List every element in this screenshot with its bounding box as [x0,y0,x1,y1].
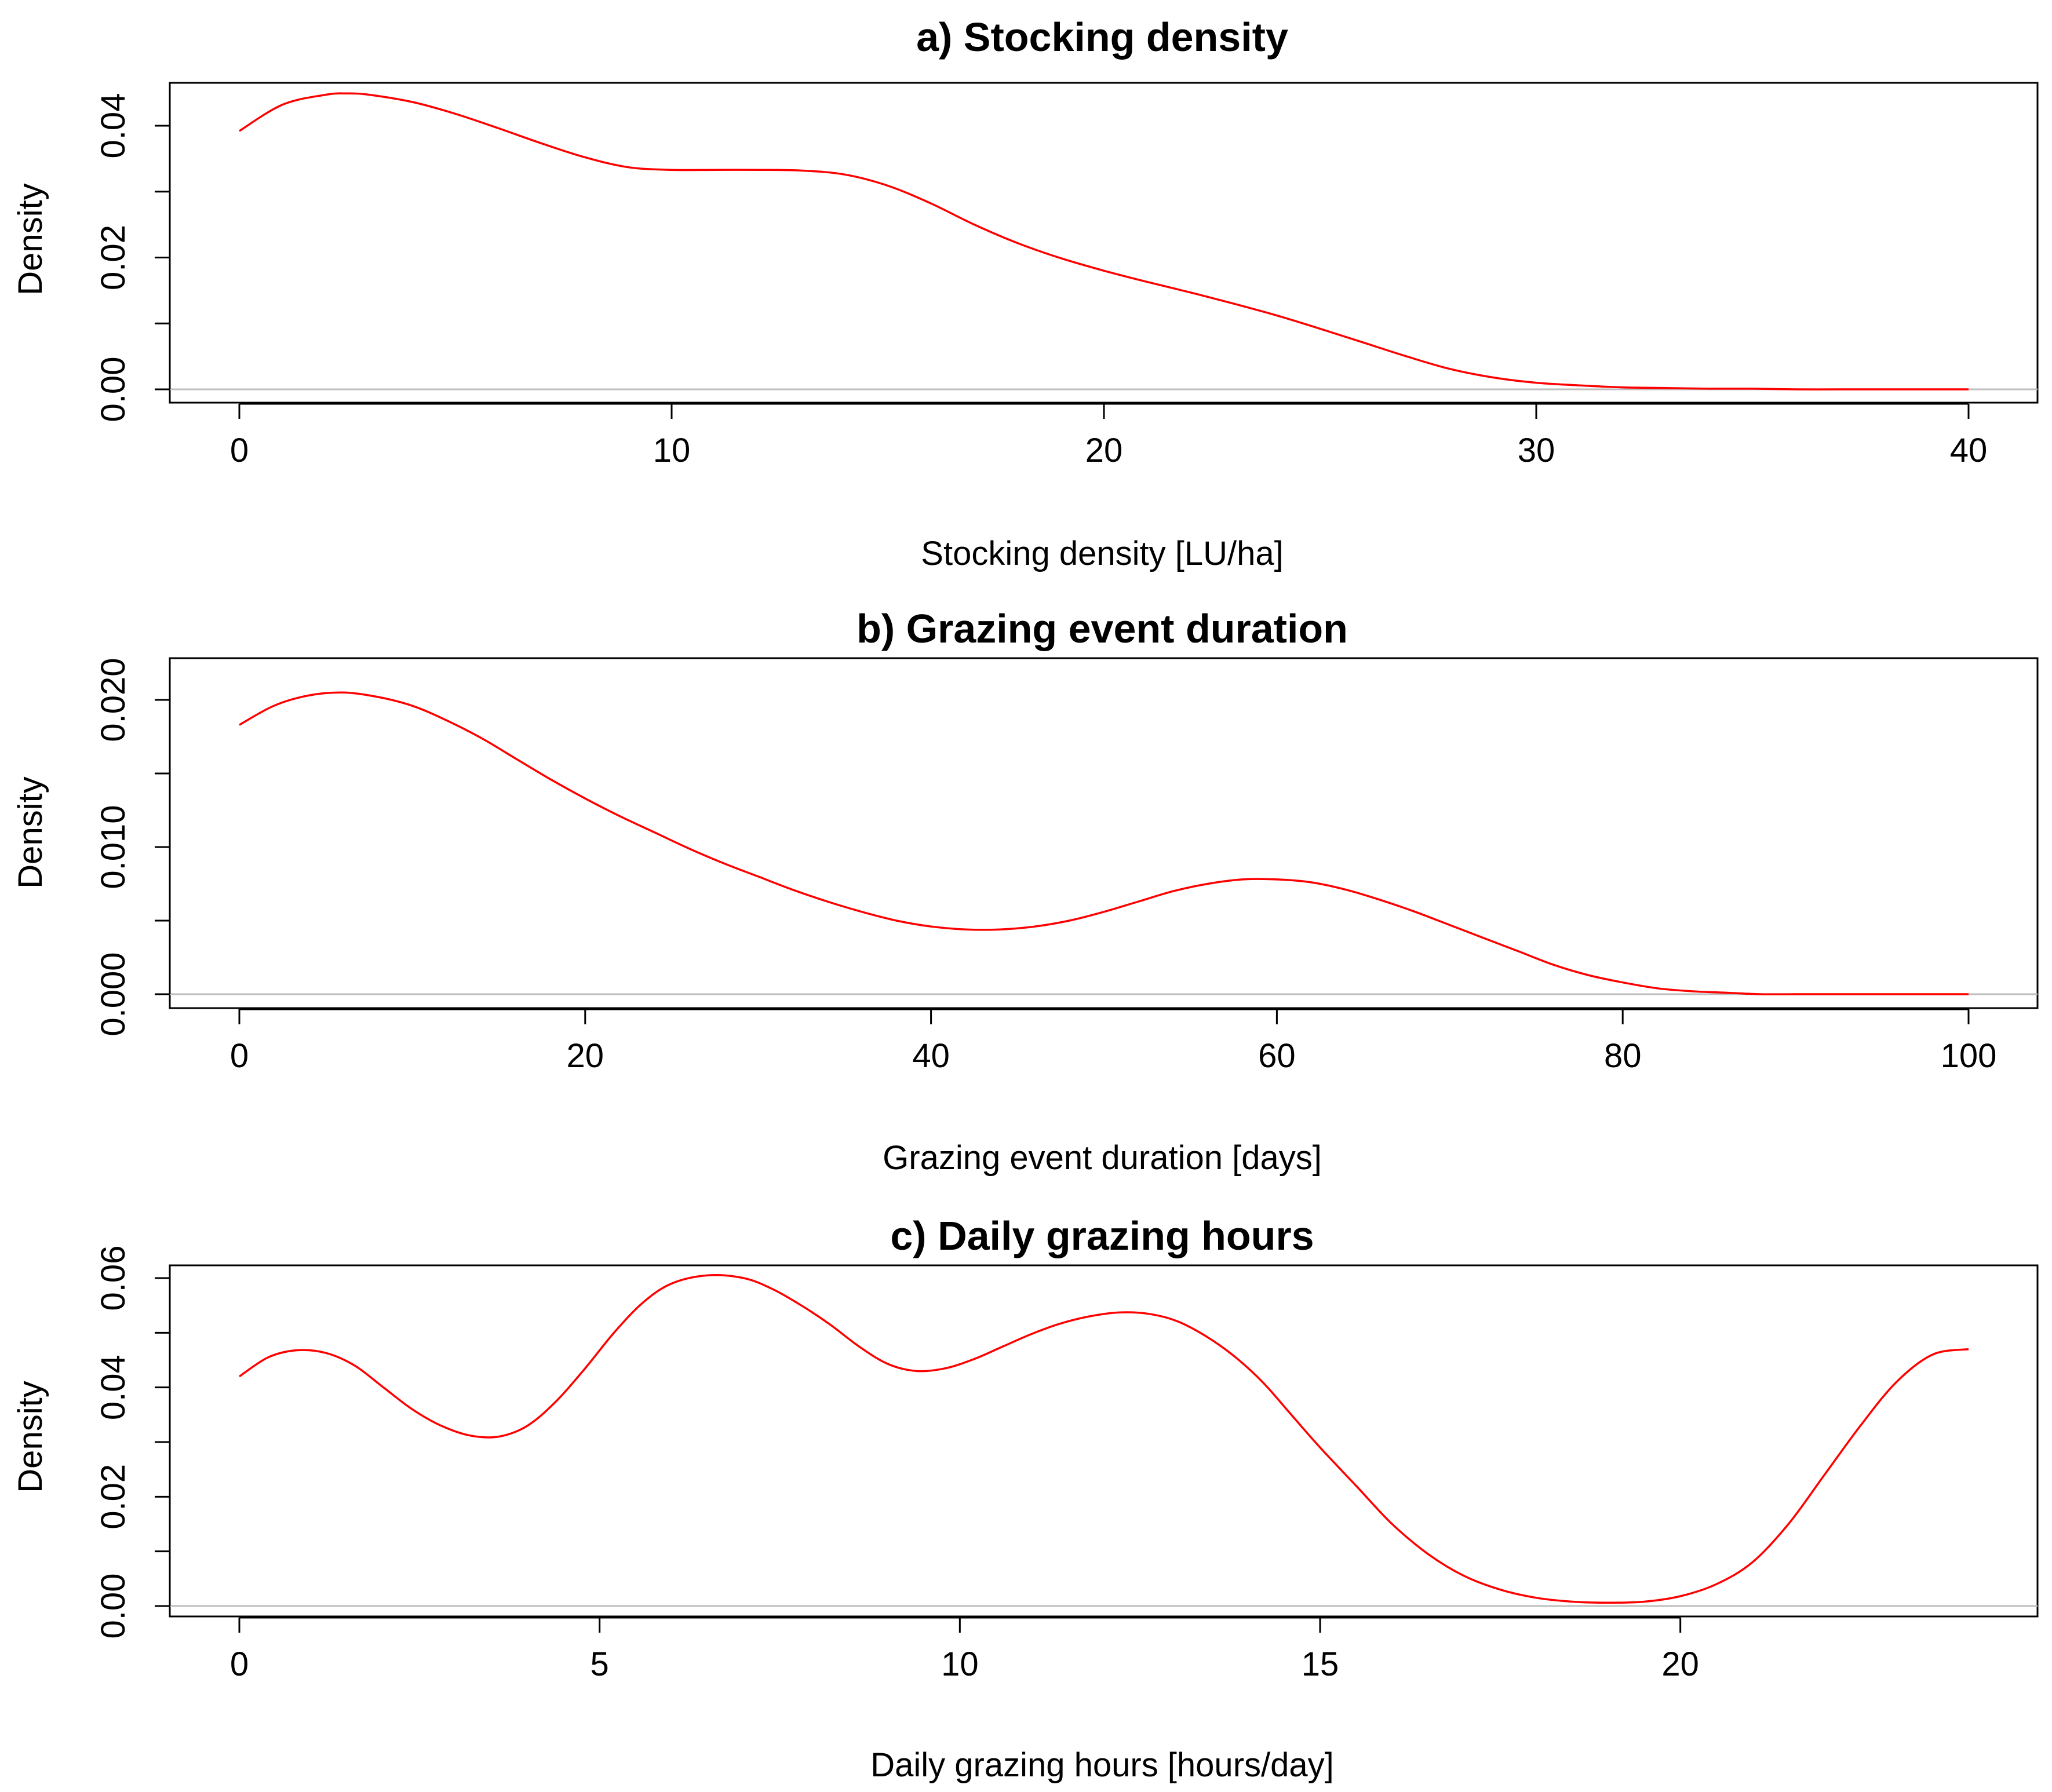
x-tick-label: 40 [1950,432,1988,469]
panel-daily-grazing-hours: c) Daily grazing hours Daily grazing hou… [12,1213,2039,1784]
chart-title: a) Stocking density [916,14,1288,60]
x-tick-label: 15 [1302,1645,1339,1683]
x-tick-label: 5 [591,1645,609,1683]
y-tick-label: 0.02 [94,1464,132,1530]
y-tick-label: 0.010 [94,805,132,889]
plot-frame [169,82,2039,404]
y-tick-label: 0.06 [94,1246,132,1311]
chart-title: c) Daily grazing hours [890,1213,1314,1258]
plot-frame [169,1264,2039,1618]
y-tick-label: 0.02 [94,225,132,290]
x-tick-label: 0 [230,1645,249,1683]
x-tick-label: 0 [230,1037,249,1075]
x-axis-label: Grazing event duration [days] [883,1139,1322,1177]
y-tick-label: 0.00 [94,357,132,422]
chart-title: b) Grazing event duration [856,606,1348,651]
x-tick-label: 60 [1258,1037,1296,1075]
plot-frame [169,657,2039,1009]
x-tick-label: 20 [1085,432,1123,469]
y-tick-label: 0.04 [94,93,132,159]
panel-grazing-event-duration: b) Grazing event duration Grazing event … [12,606,2039,1177]
y-tick-label: 0.04 [94,1355,132,1420]
x-tick-label: 10 [653,432,691,469]
y-tick-label: 0.00 [94,1574,132,1639]
x-tick-label: 30 [1518,432,1555,469]
x-tick-label: 10 [941,1645,979,1683]
panel-stocking-density: a) Stocking density Stocking density [LU… [12,14,2039,572]
y-axis-label: Density [12,1381,49,1492]
x-axis-label: Stocking density [LU/ha] [921,535,1283,572]
density-curve [239,92,1969,390]
y-axis-label: Density [12,776,49,888]
x-tick-label: 80 [1604,1037,1642,1075]
x-tick-label: 40 [912,1037,950,1075]
y-tick-label: 0.000 [94,952,132,1036]
y-axis-label: Density [12,183,49,295]
density-curve [239,1274,1969,1604]
x-tick-label: 20 [567,1037,604,1075]
density-curve [239,691,1969,995]
x-tick-label: 100 [1941,1037,1997,1075]
x-tick-label: 0 [230,432,249,469]
y-tick-label: 0.020 [94,658,132,742]
x-tick-label: 20 [1661,1645,1699,1683]
x-axis-label: Daily grazing hours [hours/day] [870,1746,1334,1784]
